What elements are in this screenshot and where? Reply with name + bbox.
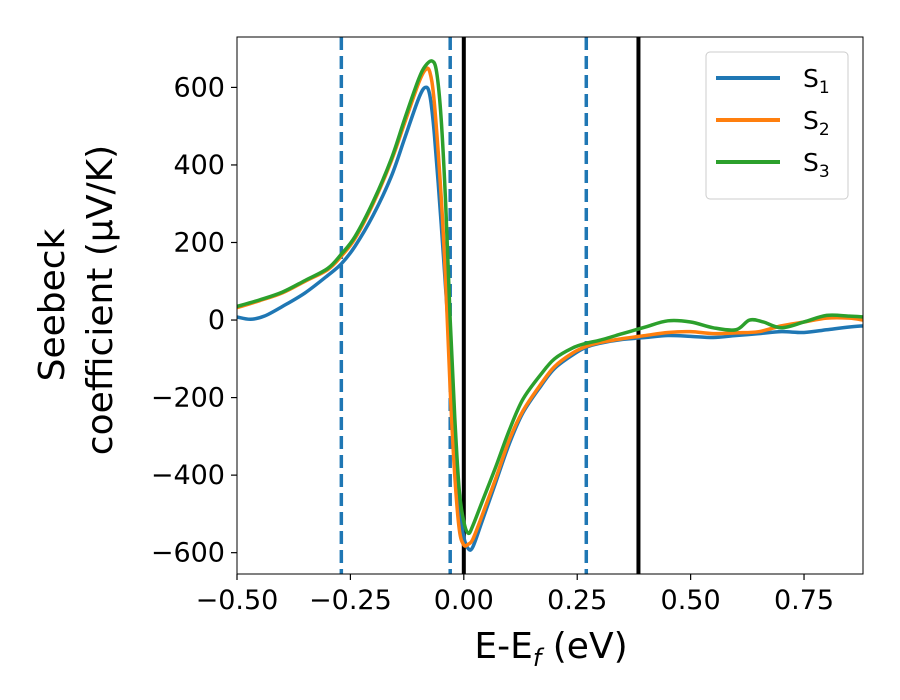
x-axis: −0.50 −0.25 0.00 0.25 0.50 0.75 (196, 574, 834, 616)
series-line-s1 (237, 85, 863, 552)
y-tick-label: −200 (151, 383, 225, 414)
y-axis-title-line2: coefficient (μV/K) (80, 145, 121, 455)
plot-frame (236, 36, 864, 575)
x-tick-label: −0.50 (196, 585, 279, 616)
y-tick-label: 0 (208, 305, 225, 336)
series-line-s3 (237, 59, 863, 536)
y-tick-label: −400 (151, 460, 225, 491)
x-tick-label: −0.25 (309, 585, 392, 616)
legend-label-s2: S2 (803, 106, 830, 140)
y-axis-title: Seebeck coefficient (μV/K) (32, 145, 121, 455)
legend: S1 S2 S3 (705, 51, 849, 200)
y-tick-label: 600 (173, 72, 225, 103)
series-layer (237, 59, 863, 552)
y-tick-label: 200 (173, 227, 225, 258)
legend-label-s3: S3 (803, 148, 830, 182)
x-tick-label: 0.75 (774, 585, 834, 616)
x-tick-label: 0.25 (547, 585, 607, 616)
x-tick-label: 0.50 (661, 585, 721, 616)
y-axis: −600 −400 −200 0 200 400 600 (151, 72, 237, 569)
y-tick-label: 400 (173, 150, 225, 181)
x-axis-title: E-Ef (eV) (474, 626, 627, 672)
legend-label-s1: S1 (803, 64, 830, 98)
y-axis-title-line1: Seebeck (32, 228, 73, 381)
y-tick-label: −600 (151, 538, 225, 569)
x-tick-label: 0.00 (434, 585, 494, 616)
